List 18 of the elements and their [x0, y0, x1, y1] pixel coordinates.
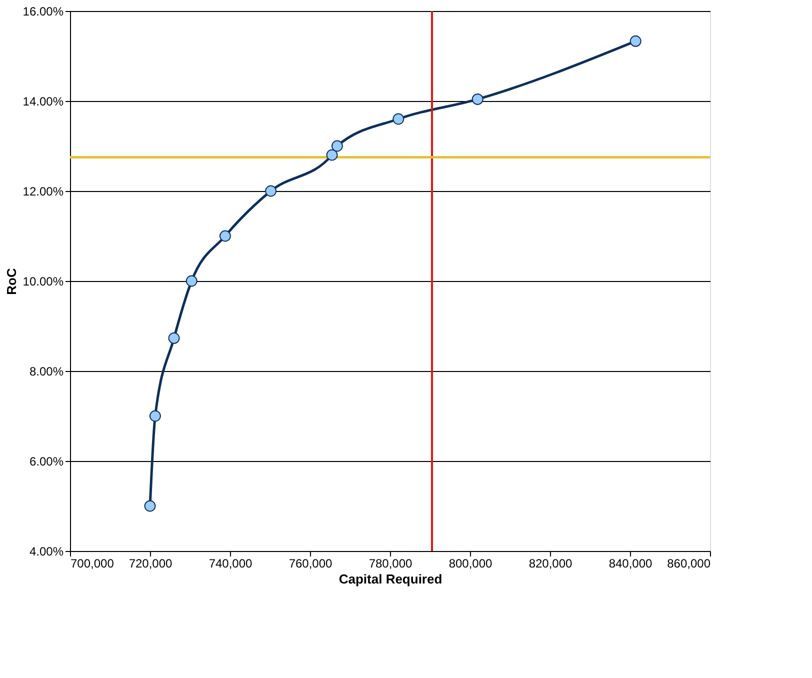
x-tick-label: 700,000: [70, 556, 114, 570]
x-tick-label: 800,000: [448, 556, 493, 570]
y-tick-label: 10.00%: [22, 274, 64, 288]
y-tick-label: 16.00%: [22, 4, 64, 18]
x-tick-label: 840,000: [608, 556, 653, 570]
y-tick-label: 14.00%: [22, 94, 64, 108]
x-axis-title: Capital Required: [338, 572, 442, 586]
y-tick-label: 6.00%: [29, 454, 64, 468]
y-axis-title: RoC: [4, 268, 19, 295]
x-tick-label: 740,000: [208, 556, 253, 570]
y-tick-label: 12.00%: [22, 184, 64, 198]
x-tick-label: 820,000: [528, 556, 573, 570]
x-tick-label: 860,000: [667, 556, 711, 570]
x-tick-label: 720,000: [128, 556, 173, 570]
y-tick-label: 4.00%: [29, 544, 64, 558]
y-tick-label: 8.00%: [29, 364, 64, 378]
x-tick-label: 780,000: [368, 556, 413, 570]
x-tick-label: 760,000: [288, 556, 333, 570]
